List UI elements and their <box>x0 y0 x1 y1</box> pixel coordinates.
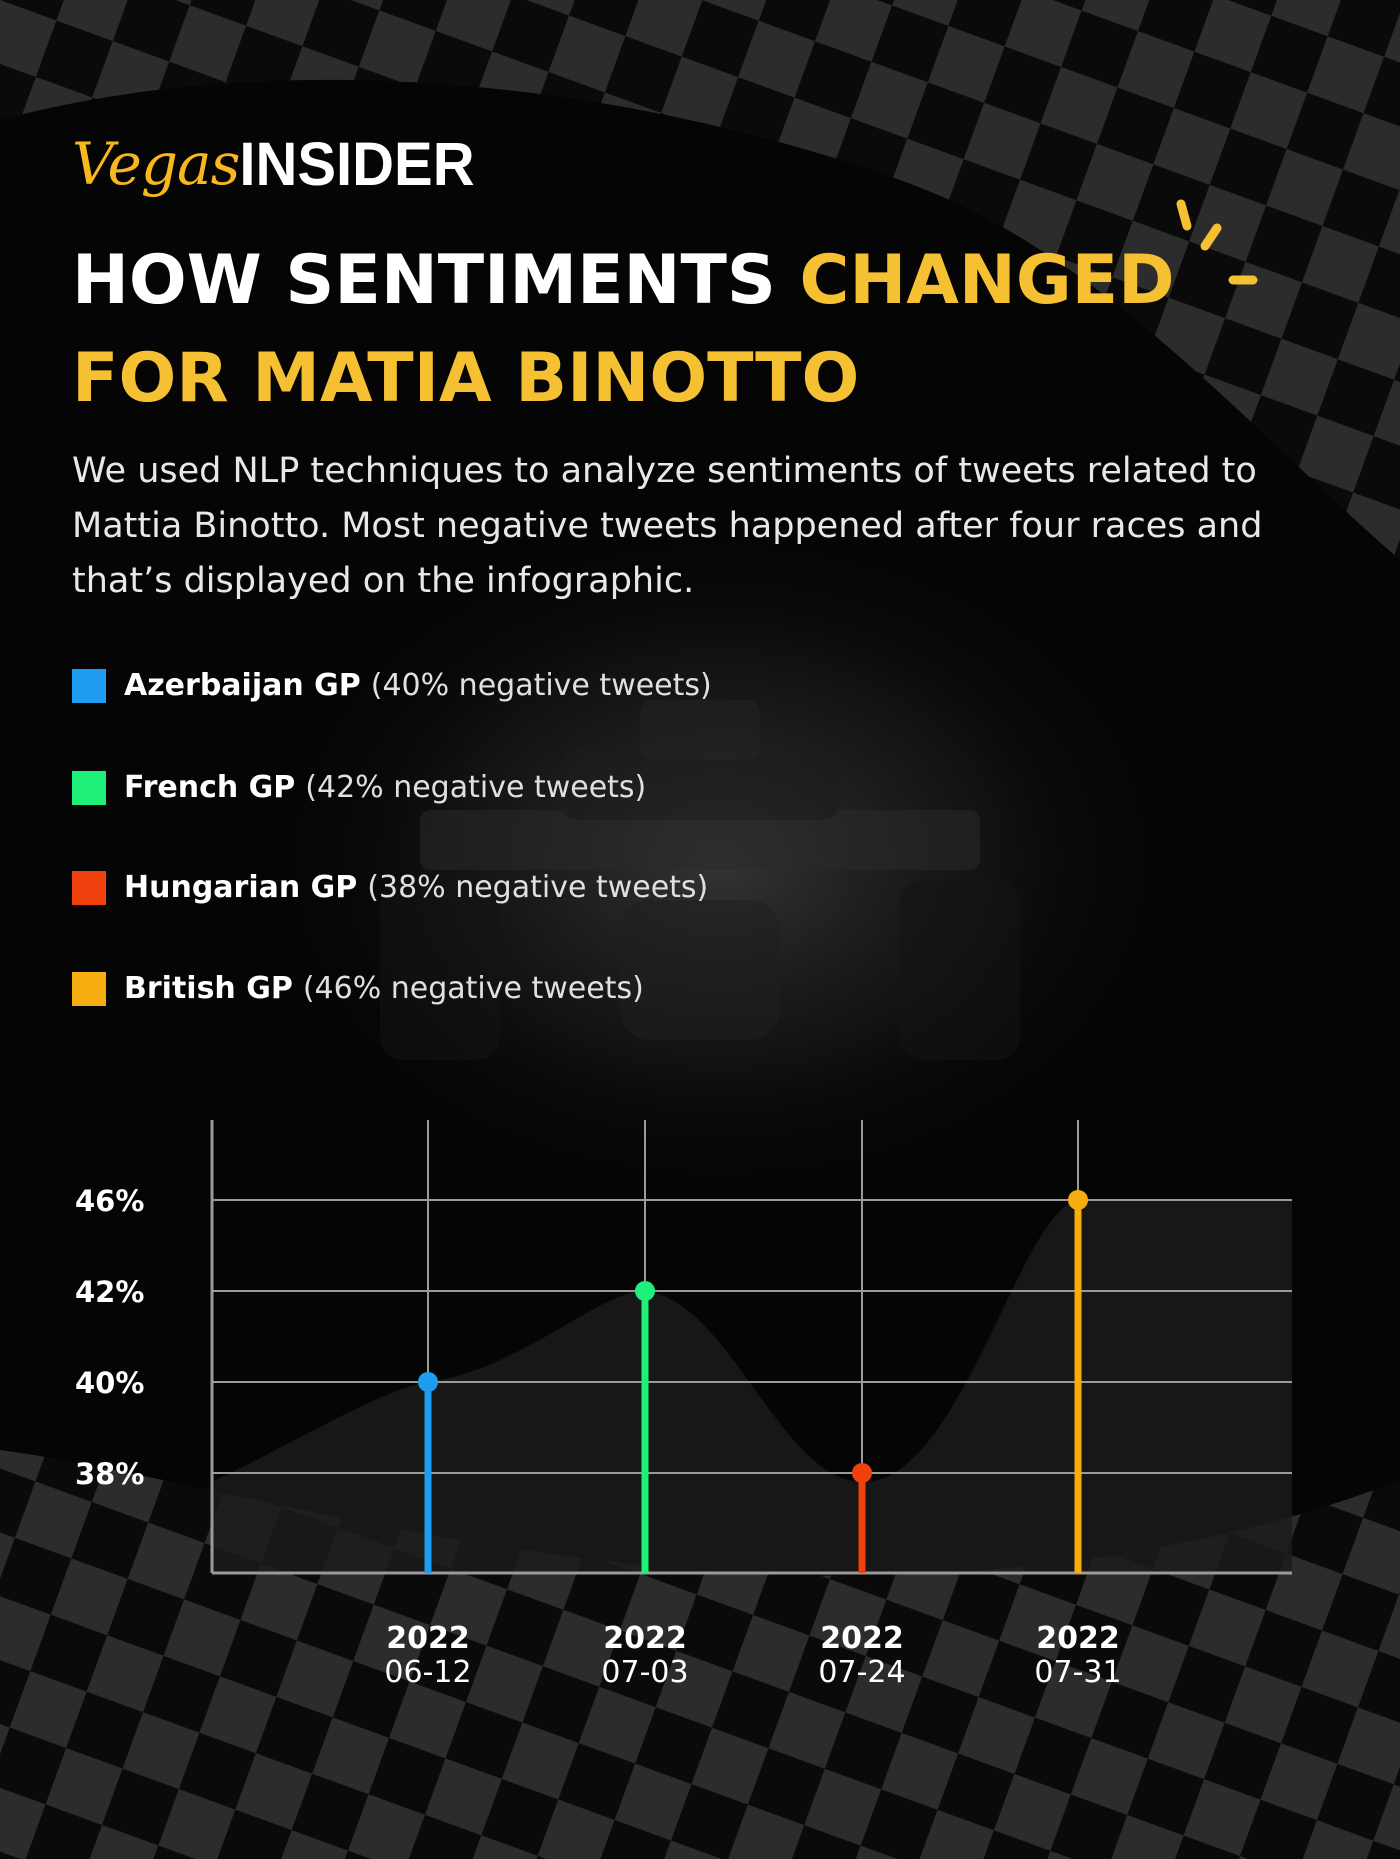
legend-race-detail: (40% negative tweets) <box>370 668 712 703</box>
x-tick-year: 2022 <box>1036 1621 1120 1656</box>
lollipop-point <box>418 1372 438 1392</box>
legend-race-name: Hungarian GP <box>124 870 358 905</box>
legend-item-hungarian: Hungarian GP (38% negative tweets) <box>72 870 708 905</box>
vegas-insider-logo: Vegas INSIDER <box>72 130 475 210</box>
x-tick-year: 2022 <box>603 1621 687 1656</box>
y-tick-label: 38% <box>75 1457 144 1491</box>
logo-bold-text: INSIDER <box>239 130 475 199</box>
legend-race-detail: (46% negative tweets) <box>302 971 644 1006</box>
legend-swatch-orange <box>72 971 106 1006</box>
sparkle-icon <box>1176 199 1258 285</box>
legend-swatch-green <box>72 770 106 805</box>
race-car-silhouette <box>380 700 1020 1060</box>
page-title: HOW SENTIMENTS CHANGED FOR MATIA BINOTTO <box>72 232 1175 428</box>
legend-race-detail: (38% negative tweets) <box>367 870 709 905</box>
logo-script-text: Vegas <box>72 130 240 198</box>
legend-race-name: Azerbaijan GP <box>124 668 361 703</box>
legend-swatch-red <box>72 870 106 905</box>
x-tick-date: 07-03 <box>601 1655 688 1690</box>
lollipop-point <box>852 1463 872 1483</box>
title-white-part: HOW SENTIMENTS <box>72 241 800 320</box>
x-tick-date: 06-12 <box>384 1655 471 1690</box>
y-tick-label: 46% <box>75 1184 144 1218</box>
title-second-line: FOR MATIA BINOTTO <box>72 339 860 418</box>
legend-swatch-blue <box>72 668 106 703</box>
legend-race-detail: (42% negative tweets) <box>305 770 647 805</box>
legend-race-name: French GP <box>124 770 296 805</box>
legend-item-british: British GP (46% negative tweets) <box>72 971 644 1006</box>
x-tick-year: 2022 <box>820 1621 904 1656</box>
lollipop-point <box>1068 1190 1088 1210</box>
title-accent-part: CHANGED <box>799 241 1175 320</box>
x-tick-date: 07-24 <box>818 1655 905 1690</box>
y-tick-label: 42% <box>75 1275 144 1309</box>
legend-item-french: French GP (42% negative tweets) <box>72 770 646 805</box>
x-tick-date: 07-31 <box>1034 1655 1121 1690</box>
sentiment-lollipop-chart: 38%40%42%46%202206-12202207-03202207-242… <box>75 1120 1292 1690</box>
x-tick-year: 2022 <box>386 1621 470 1656</box>
lollipop-point <box>635 1281 655 1301</box>
legend-race-name: British GP <box>124 971 293 1006</box>
intro-paragraph: We used NLP techniques to analyze sentim… <box>72 451 1263 601</box>
y-tick-label: 40% <box>75 1366 144 1400</box>
chart-shaded-area <box>212 1200 1292 1573</box>
legend-item-azerbaijan: Azerbaijan GP (40% negative tweets) <box>72 668 712 703</box>
